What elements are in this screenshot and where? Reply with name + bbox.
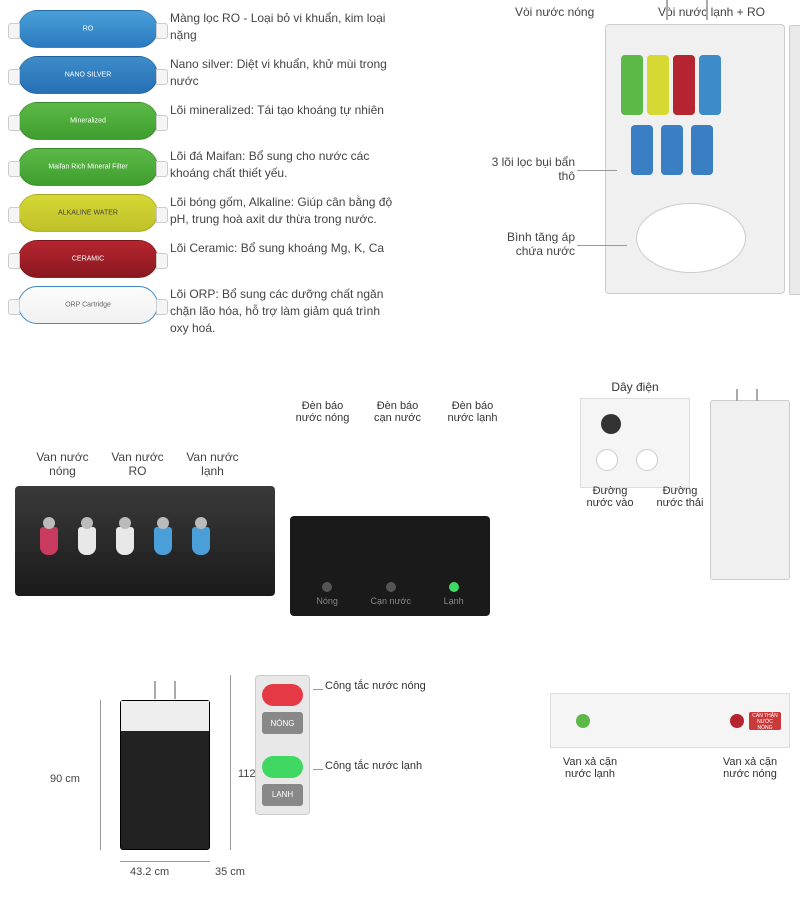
filter-description: Lõi ORP: Bổ sung các dưỡng chất ngăn chặ… <box>170 286 400 336</box>
light-label: Đèn báo cạn nước <box>370 400 425 424</box>
light-label: Đèn báo nước lạnh <box>445 400 500 424</box>
filter-row: MineralizedLõi mineralized: Tái tạo khoá… <box>18 102 418 140</box>
switch-panel: NÓNG LẠNH <box>255 675 310 815</box>
drain-cold-label: Van xả cặn nước lạnh <box>560 756 620 780</box>
drain-hot-label: Van xả cặn nước nóng <box>720 756 780 780</box>
hot-warning-tag: CẨN THẬN NƯỚC NÓNG <box>749 712 781 730</box>
product-diagram: Vòi nước nóng Vòi nước lạnh + RO 3 lõi l… <box>495 5 785 294</box>
filter-row: ROMàng lọc RO - Loại bỏ vi khuẩn, kim lo… <box>18 10 418 48</box>
hot-faucet-label: Vòi nước nóng <box>515 5 594 19</box>
outlet-label: Đường nước thải <box>655 485 705 509</box>
coarse-filter-callout: 3 lõi lọc bụi bẩn thô <box>485 155 575 183</box>
cord-section: Dây điện Đường nước vào Đường nước thải <box>580 380 790 488</box>
valves-section: Van nước nóngVan nước ROVan nước lạnh Đè… <box>15 450 495 596</box>
drain-section: CẨN THẬN NƯỚC NÓNG Van xả cặn nước lạnh … <box>550 693 790 780</box>
filter-description: Nano silver: Diệt vi khuẩn, khử mùi tron… <box>170 56 400 90</box>
dim-unit <box>120 700 210 850</box>
filter-row: CERAMICLõi Ceramic: Bổ sung khoáng Mg, K… <box>18 240 418 278</box>
dim-depth: 35 cm <box>215 866 245 878</box>
filter-row: ORP CartridgeLõi ORP: Bổ sung các dưỡng … <box>18 286 418 336</box>
valve-label: Van nước nóng <box>35 450 90 478</box>
filter-row: NANO SILVERNano silver: Diệt vi khuẩn, k… <box>18 56 418 94</box>
drain-panel: CẨN THẬN NƯỚC NÓNG <box>550 693 790 748</box>
tap-panel <box>15 486 275 596</box>
hot-switch-text: NÓNG <box>262 712 303 734</box>
filter-description: Lõi mineralized: Tái tạo khoáng tự nhiên <box>170 102 384 119</box>
filter-row: ALKALINE WATERLõi bóng gốm, Alkaline: Gi… <box>18 194 418 232</box>
valve-label: Van nước RO <box>110 450 165 478</box>
filter-description: Lõi Ceramic: Bổ sung khoáng Mg, K, Ca <box>170 240 384 257</box>
tank-callout: Bình tăng áp chứa nước <box>485 230 575 258</box>
inlet-label: Đường nước vào <box>585 485 635 509</box>
filter-description: Lõi đá Maifan: Bổ sung cho nước các khoá… <box>170 148 400 182</box>
cord-panel <box>580 398 690 488</box>
filter-description: Lõi bóng gốm, Alkaline: Giúp cân bằng độ… <box>170 194 400 228</box>
filter-row: Maifan Rich Mineral FilterLõi đá Maifan:… <box>18 148 418 186</box>
light-label: Đèn báo nước nóng <box>295 400 350 424</box>
cord-title: Dây điện <box>580 380 690 394</box>
indicator-panel: NóngCạn nướcLạnh <box>290 516 490 616</box>
valve-label: Van nước lạnh <box>185 450 240 478</box>
product-body <box>605 24 785 294</box>
filter-description: Màng lọc RO - Loại bỏ vi khuẩn, kim loại… <box>170 10 400 44</box>
dim-height-body: 90 cm <box>50 773 80 785</box>
mini-unit-back <box>710 400 790 580</box>
cold-switch-text: LẠNH <box>262 784 303 806</box>
hot-switch-label: Công tắc nước nóng <box>325 680 426 692</box>
cold-switch-label: Công tắc nước lạnh <box>325 760 422 772</box>
dim-width: 43.2 cm <box>130 866 169 878</box>
switch-section: NÓNG LẠNH Công tắc nước nóng Công tắc nư… <box>255 675 435 815</box>
filter-cartridges-list: ROMàng lọc RO - Loại bỏ vi khuẩn, kim lo… <box>18 10 418 344</box>
